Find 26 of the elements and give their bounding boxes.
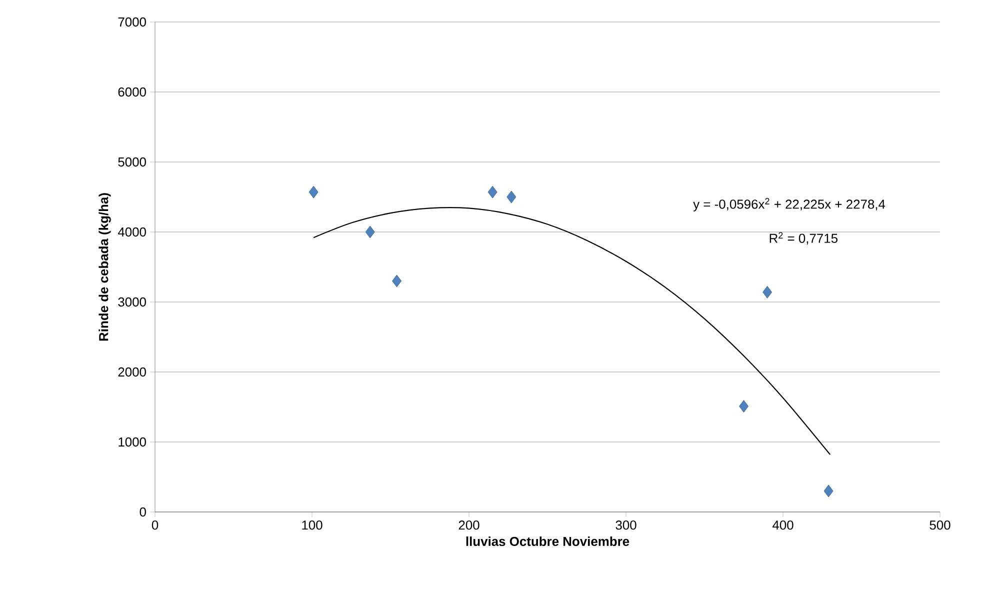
y-tick-label: 3000 xyxy=(118,297,146,307)
x-tick-label: 0 xyxy=(152,520,158,530)
x-axis-title: lluvias Octubre Noviembre xyxy=(466,536,630,546)
point xyxy=(365,226,375,238)
x-tick-label: 100 xyxy=(302,520,322,530)
point xyxy=(392,274,402,288)
point xyxy=(739,400,749,413)
y-tick-label: 0 xyxy=(140,507,146,517)
point xyxy=(824,484,834,498)
y-tick-label: 7000 xyxy=(118,17,146,27)
point xyxy=(506,190,516,204)
x-tick-label: 400 xyxy=(772,520,794,530)
annotation: y = -0,0596x$^{2}$ + 22,225x + 2278,4 xyxy=(693,198,886,212)
x-tick-label: 200 xyxy=(458,520,480,530)
point xyxy=(308,186,318,198)
y-tick-label: 6000 xyxy=(118,87,146,97)
x-tick-label: 300 xyxy=(616,520,636,530)
y-tick-label: 2000 xyxy=(118,367,146,377)
y-tick-label: 4000 xyxy=(118,227,146,237)
x-tick-label: 500 xyxy=(930,520,950,530)
y-tick-label: 1000 xyxy=(118,437,146,447)
point xyxy=(488,186,498,198)
point xyxy=(762,286,772,298)
y-axis-title: Rinde de cebada (kg/ha) xyxy=(98,193,111,341)
y-tick-label: 5000 xyxy=(118,157,146,167)
annotation: R$^{2}$ = 0,7715 xyxy=(770,232,838,244)
